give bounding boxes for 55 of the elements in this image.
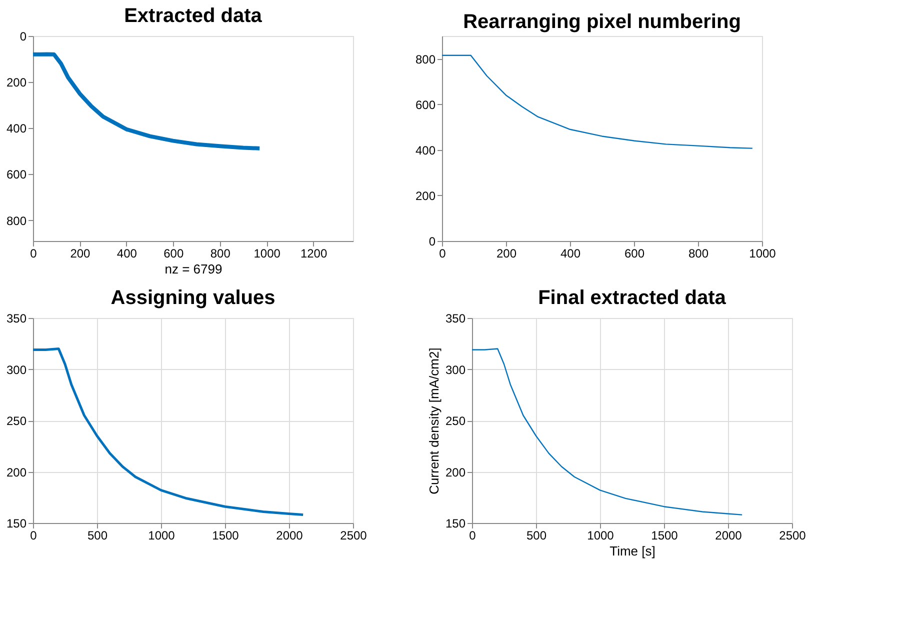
x-axis-title: nz = 6799 — [164, 262, 222, 276]
line-series — [441, 54, 753, 149]
x-tick-label: 2500 — [779, 528, 806, 542]
x-tick-label: 2500 — [340, 528, 368, 542]
y-tick-label: 800 — [6, 214, 27, 228]
y-tick-label: 800 — [415, 52, 436, 66]
x-tick-label: 2000 — [715, 528, 742, 542]
x-tick-label: 400 — [560, 246, 581, 260]
y-tick-label: 600 — [6, 168, 27, 182]
y-axis-title: Current density [mA/cm2] — [426, 348, 442, 494]
y-tick-label: 300 — [445, 362, 466, 377]
x-tick-label: 1200 — [300, 246, 328, 260]
y-tick-label: 350 — [445, 312, 466, 326]
chart-title: Rearranging pixel numbering — [463, 11, 741, 33]
x-tick-label: 1500 — [651, 528, 678, 542]
y-tick-label: 200 — [415, 188, 436, 203]
x-tick-label: 0 — [30, 528, 38, 542]
y-tick-label: 200 — [6, 76, 27, 90]
x-tick-label: 500 — [526, 528, 547, 542]
x-axis-title: Time [s] — [610, 544, 656, 558]
line-series — [471, 348, 743, 516]
y-tick-label: 250 — [6, 414, 27, 428]
x-tick-label: 0 — [30, 246, 38, 260]
line-series — [31, 52, 262, 150]
x-tick-label: 1500 — [212, 528, 240, 542]
y-tick-label: 350 — [6, 312, 27, 326]
x-tick-label: 200 — [496, 246, 517, 260]
x-tick-label: 1000 — [148, 528, 176, 542]
y-tick-label: 250 — [445, 414, 466, 428]
x-tick-label: 500 — [87, 528, 108, 542]
x-tick-label: 200 — [70, 246, 91, 260]
y-tick-label: 0 — [428, 234, 436, 248]
y-tick-label: 400 — [415, 143, 436, 158]
chart-title: Assigning values — [110, 287, 276, 309]
x-tick-label: 0 — [469, 528, 476, 542]
y-tick-label: 200 — [445, 465, 466, 480]
x-tick-label: 800 — [210, 246, 231, 260]
x-tick-label: 600 — [624, 246, 645, 260]
x-tick-label: 1000 — [749, 246, 776, 260]
y-tick-label: 150 — [6, 516, 27, 530]
x-tick-label: 400 — [116, 246, 138, 260]
y-tick-label: 200 — [6, 465, 27, 480]
y-tick-label: 600 — [415, 98, 436, 112]
x-tick-label: 1000 — [254, 246, 281, 260]
y-tick-label: 150 — [445, 516, 466, 530]
y-tick-label: 300 — [6, 362, 27, 377]
x-tick-label: 600 — [164, 246, 184, 260]
y-tick-label: 0 — [20, 30, 27, 44]
line-series — [32, 348, 304, 516]
x-tick-label: 2000 — [276, 528, 304, 542]
y-tick-label: 400 — [6, 122, 27, 136]
chart-title: Final extracted data — [538, 287, 727, 309]
chart-title: Extracted data — [124, 5, 263, 27]
x-tick-label: 1000 — [587, 528, 614, 542]
x-tick-label: 800 — [688, 246, 709, 260]
